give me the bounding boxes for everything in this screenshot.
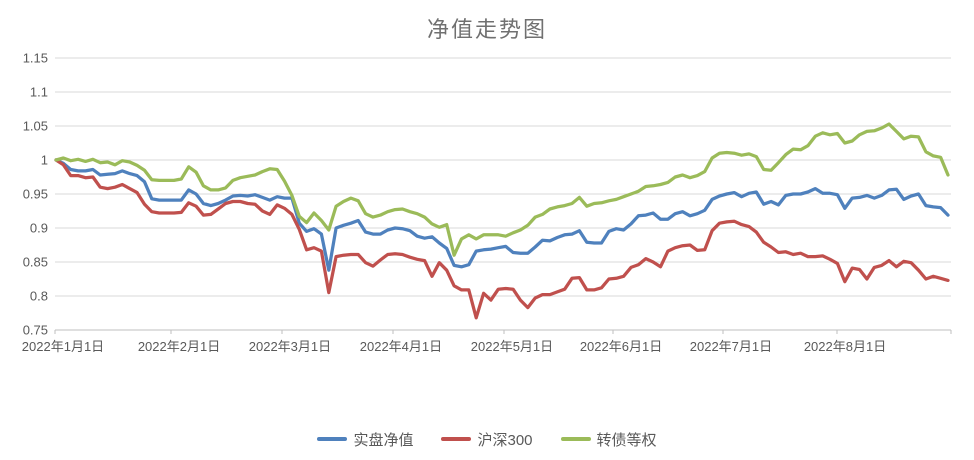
svg-text:1: 1	[41, 153, 48, 168]
legend-item-hushen300: 沪深300	[441, 429, 533, 450]
legend-line-swatch-red	[441, 437, 472, 441]
svg-text:0.95: 0.95	[23, 187, 48, 202]
svg-text:2022年3月1日: 2022年3月1日	[249, 339, 331, 354]
svg-text:0.75: 0.75	[23, 323, 48, 338]
legend-line-swatch-green	[560, 437, 591, 441]
chart-title: 净值走势图	[426, 17, 547, 42]
svg-text:2022年1月1日: 2022年1月1日	[22, 339, 104, 354]
svg-text:1.05: 1.05	[23, 119, 48, 134]
svg-text:2022年2月1日: 2022年2月1日	[138, 339, 220, 354]
legend-line-swatch-blue	[317, 437, 348, 441]
legend-label-shipan-jingzhi: 实盘净值	[353, 431, 414, 449]
legend-label-zhuanzhai-dengquan: 转债等权	[596, 431, 657, 449]
legend-item-zhuanzhai-dengquan: 转债等权	[560, 429, 657, 450]
svg-text:1.1: 1.1	[30, 85, 48, 100]
legend-item-shipan-jingzhi: 实盘净值	[317, 429, 413, 450]
svg-text:0.9: 0.9	[30, 221, 48, 236]
chart-legend: 实盘净值 沪深300 转债等权	[0, 424, 974, 454]
svg-text:2022年7月1日: 2022年7月1日	[690, 339, 772, 354]
svg-text:2022年6月1日: 2022年6月1日	[580, 339, 662, 354]
legend-label-hushen300: 沪深300	[477, 431, 533, 449]
svg-text:2022年4月1日: 2022年4月1日	[360, 339, 442, 354]
svg-text:2022年5月1日: 2022年5月1日	[471, 339, 553, 354]
svg-text:0.8: 0.8	[30, 289, 48, 304]
svg-text:1.15: 1.15	[23, 51, 48, 66]
svg-text:2022年8月1日: 2022年8月1日	[804, 339, 886, 354]
svg-text:0.85: 0.85	[23, 255, 48, 270]
